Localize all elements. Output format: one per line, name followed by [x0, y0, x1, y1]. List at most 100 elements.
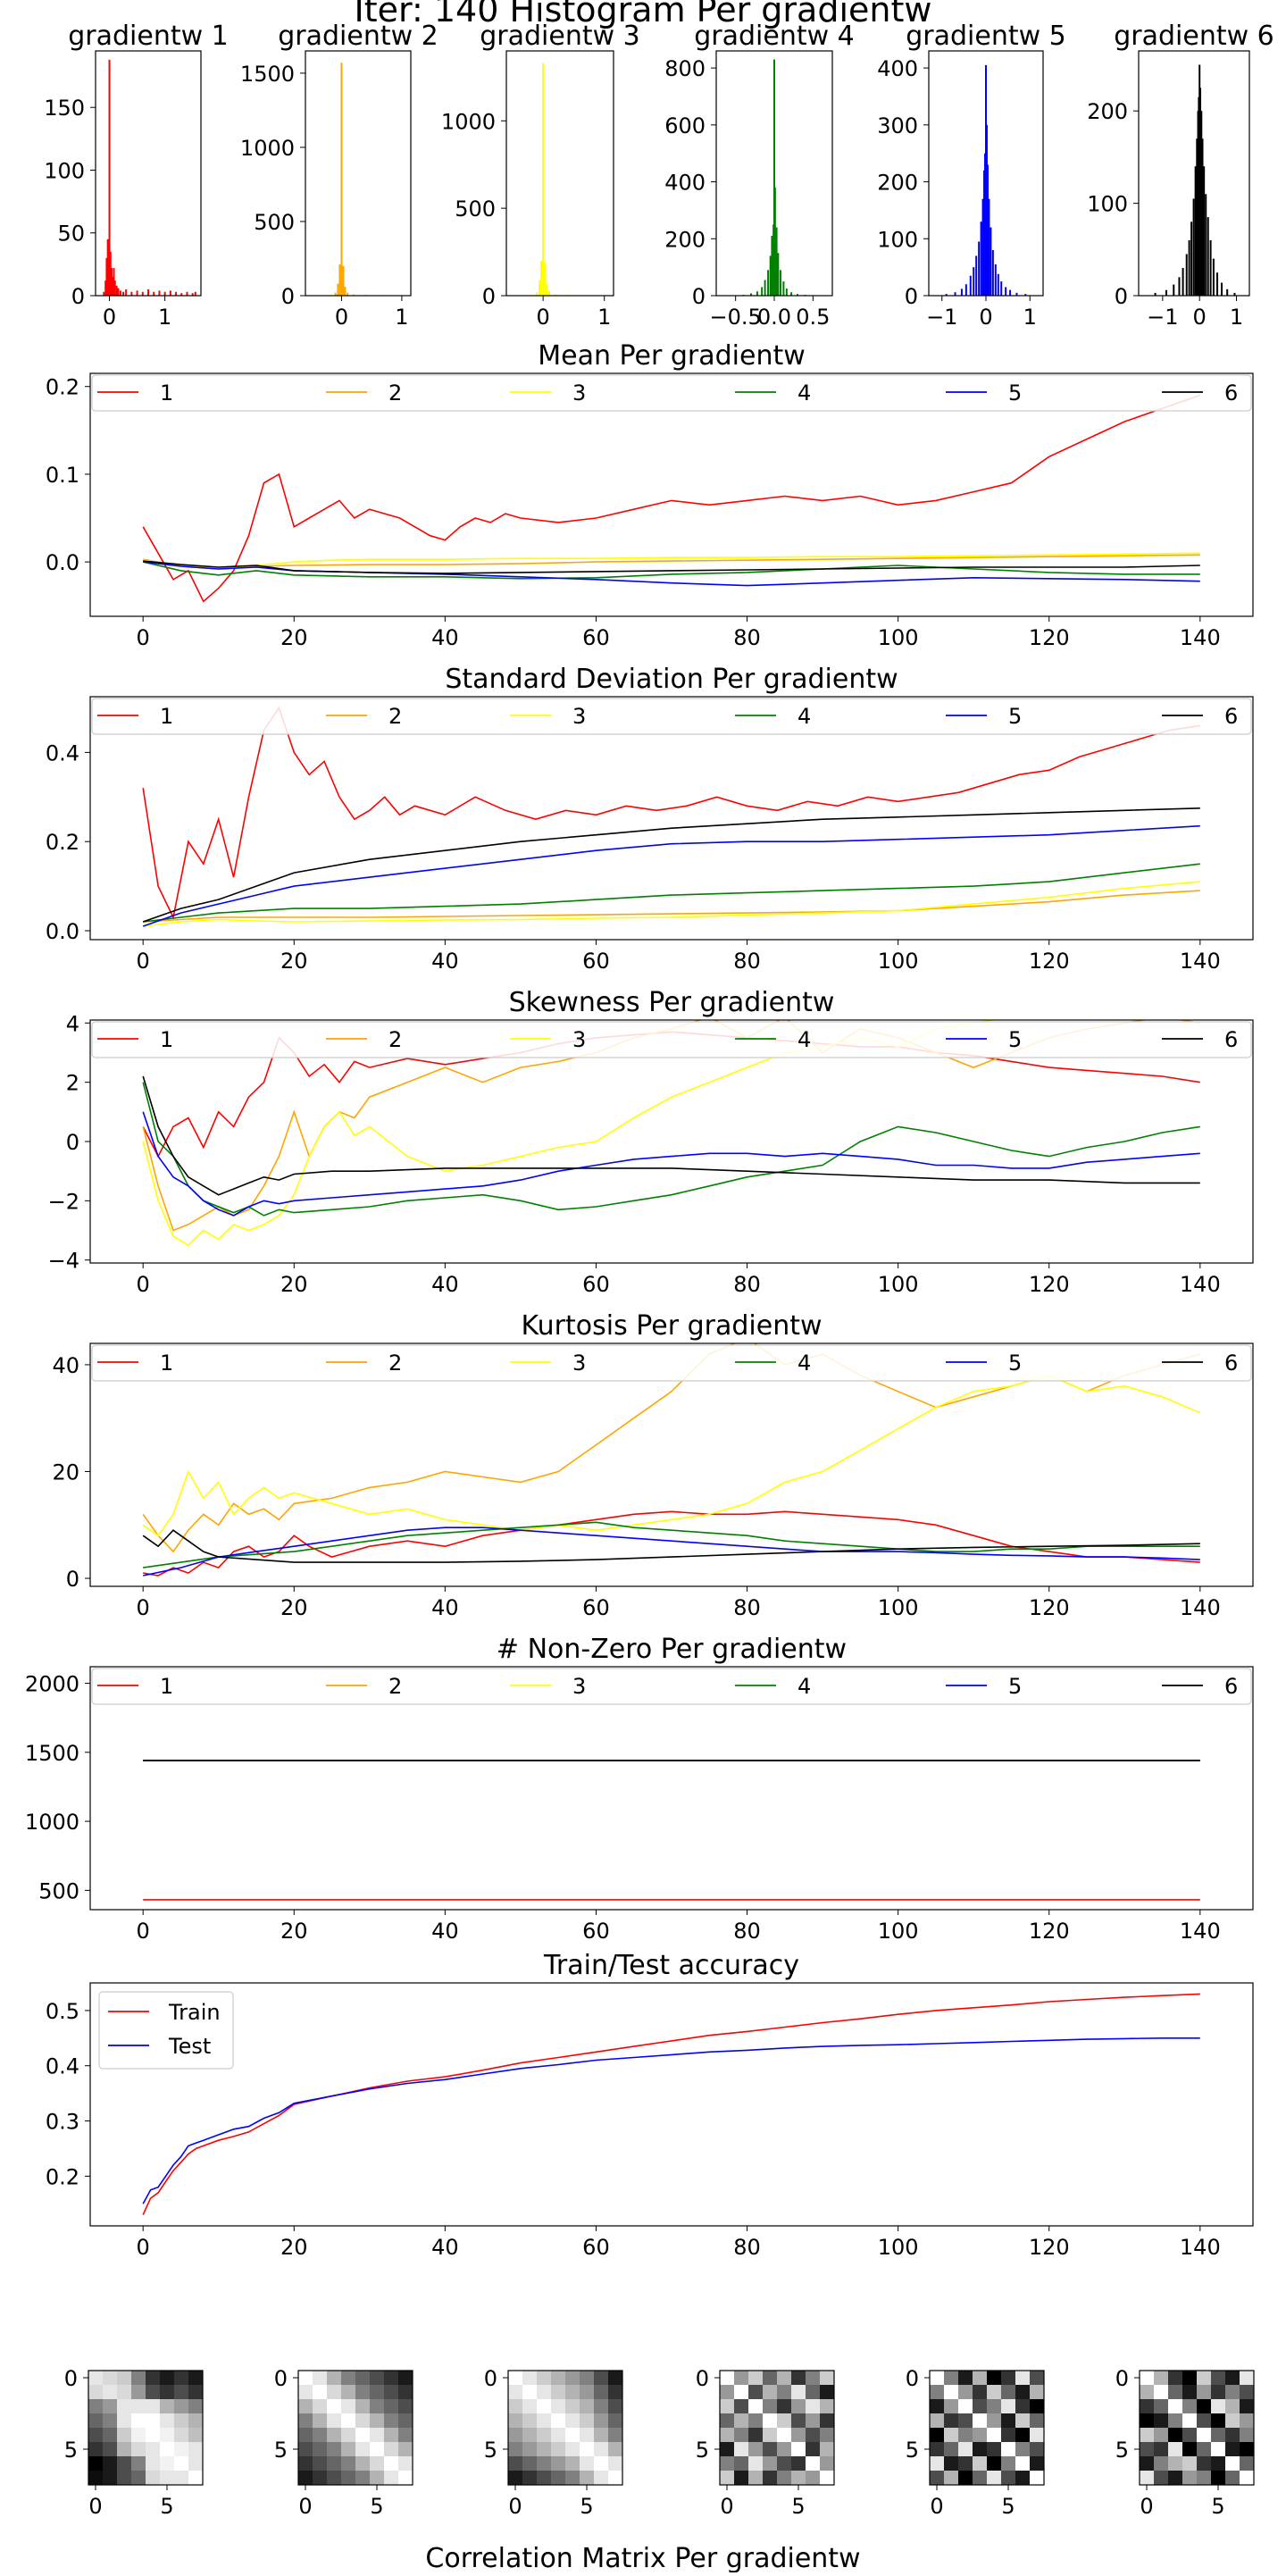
heatmap-cell: [117, 2371, 131, 2385]
heatmap-cell: [131, 2413, 146, 2428]
heatmap-cell: [188, 2442, 203, 2456]
histogram-bar: [1186, 254, 1188, 296]
legend-label: 6: [1224, 1674, 1238, 1699]
histogram-bar: [195, 292, 196, 296]
heatmap-cell: [944, 2399, 958, 2413]
heatmap-cell: [594, 2385, 608, 2399]
y-tick-label: 500: [455, 197, 496, 222]
heatmap-cell: [522, 2471, 537, 2485]
x-tick-label: 1: [597, 305, 611, 330]
x-tick-label: −1: [926, 305, 957, 330]
histogram-bar: [995, 264, 997, 296]
heatmap-cell: [370, 2371, 384, 2385]
heatmap-cell: [958, 2371, 973, 2385]
heatmap-cell: [763, 2442, 777, 2456]
y-tick-label: 0: [906, 2366, 919, 2391]
heatmap-cell: [537, 2413, 551, 2428]
heatmap-cell: [565, 2385, 580, 2399]
heatmap-cell: [777, 2442, 791, 2456]
heatmap-cell: [958, 2428, 973, 2442]
histogram-bar: [1203, 166, 1205, 296]
heatmap-cell: [313, 2413, 327, 2428]
histogram-bar: [142, 292, 144, 296]
histogram-bar: [771, 236, 772, 296]
heatmap-cell: [720, 2385, 734, 2399]
heatmap-cell: [537, 2442, 551, 2456]
heatmap-cell: [370, 2456, 384, 2471]
heatmap-cell: [1015, 2456, 1030, 2471]
x-tick-label: 140: [1180, 949, 1221, 974]
x-tick-label: 40: [431, 625, 459, 650]
legend-label: 4: [797, 1027, 811, 1052]
heatmap-cell: [820, 2371, 834, 2385]
heatmap-cell: [1001, 2399, 1015, 2413]
histogram-bar: [988, 199, 990, 296]
heatmap-cell: [88, 2456, 103, 2471]
x-tick-label: 0: [137, 1919, 150, 1944]
heatmap-cell: [820, 2456, 834, 2471]
heatmap-cell: [508, 2471, 522, 2485]
heatmap-cell: [313, 2385, 327, 2399]
heatmap-cell: [313, 2471, 327, 2485]
heatmap-cell: [117, 2471, 131, 2485]
heatmap-cell: [313, 2371, 327, 2385]
heatmap-cell: [146, 2371, 160, 2385]
heatmap-cell: [1225, 2399, 1240, 2413]
legend-label: Test: [168, 2034, 211, 2059]
legend-box: [92, 698, 1251, 734]
x-tick-label: 40: [431, 1272, 459, 1297]
x-tick-label: 5: [1001, 2494, 1015, 2519]
heatmap-cell: [1140, 2471, 1154, 2485]
x-tick-label: 80: [733, 1272, 761, 1297]
heatmap-cell: [608, 2371, 622, 2385]
y-tick-label: 5: [274, 2438, 288, 2463]
heatmap-cell: [537, 2428, 551, 2442]
y-tick-label: 500: [254, 210, 295, 235]
histogram-title: gradientw 1: [68, 21, 229, 52]
histogram-bar: [1213, 259, 1215, 296]
heatmap-cell: [958, 2385, 973, 2399]
heatmap-cell: [1240, 2399, 1254, 2413]
heatmap-cell: [327, 2456, 341, 2471]
histogram-bar: [764, 280, 766, 296]
x-tick-label: 100: [878, 2235, 919, 2260]
plot-area: [143, 1761, 1200, 1900]
heatmap-cell: [791, 2456, 806, 2471]
heatmap-cell: [594, 2442, 608, 2456]
x-tick-label: 0: [979, 305, 992, 330]
x-tick-label: 0: [88, 2494, 102, 2519]
heatmap-cell: [370, 2385, 384, 2399]
histogram-bar: [1182, 268, 1184, 296]
heatmap-cell: [313, 2399, 327, 2413]
heatmap-cell: [763, 2385, 777, 2399]
y-tick-label: 0: [66, 1130, 79, 1155]
heatmap-cell: [1030, 2413, 1044, 2428]
heatmap-cell: [608, 2471, 622, 2485]
legend-label: 3: [572, 1351, 586, 1376]
heatmap-cell: [398, 2442, 413, 2456]
histogram-bar: [961, 289, 963, 296]
heatmap-cell: [1001, 2413, 1015, 2428]
heatmap-cell: [355, 2428, 370, 2442]
plot-area: [143, 979, 1200, 1246]
heatmap-cell: [791, 2399, 806, 2413]
heatmap-cell: [160, 2471, 174, 2485]
histogram-bar: [125, 289, 127, 296]
heatmap-cell: [565, 2428, 580, 2442]
series-line-6: [143, 1530, 1200, 1562]
legend-box: [92, 1022, 1251, 1058]
heatmap-cell: [1030, 2471, 1044, 2485]
heatmap-cell: [131, 2385, 146, 2399]
chart-title: Kurtosis Per gradientw: [521, 1310, 822, 1342]
heatmap-cell: [188, 2428, 203, 2442]
y-tick-label: 0.1: [46, 463, 79, 488]
y-tick-label: −4: [48, 1249, 79, 1274]
heatmap-cell: [748, 2399, 763, 2413]
heatmap-cell: [791, 2428, 806, 2442]
heatmap-cell: [987, 2399, 1001, 2413]
y-tick-label: 0.4: [46, 2054, 79, 2079]
histogram-bar: [981, 222, 982, 296]
